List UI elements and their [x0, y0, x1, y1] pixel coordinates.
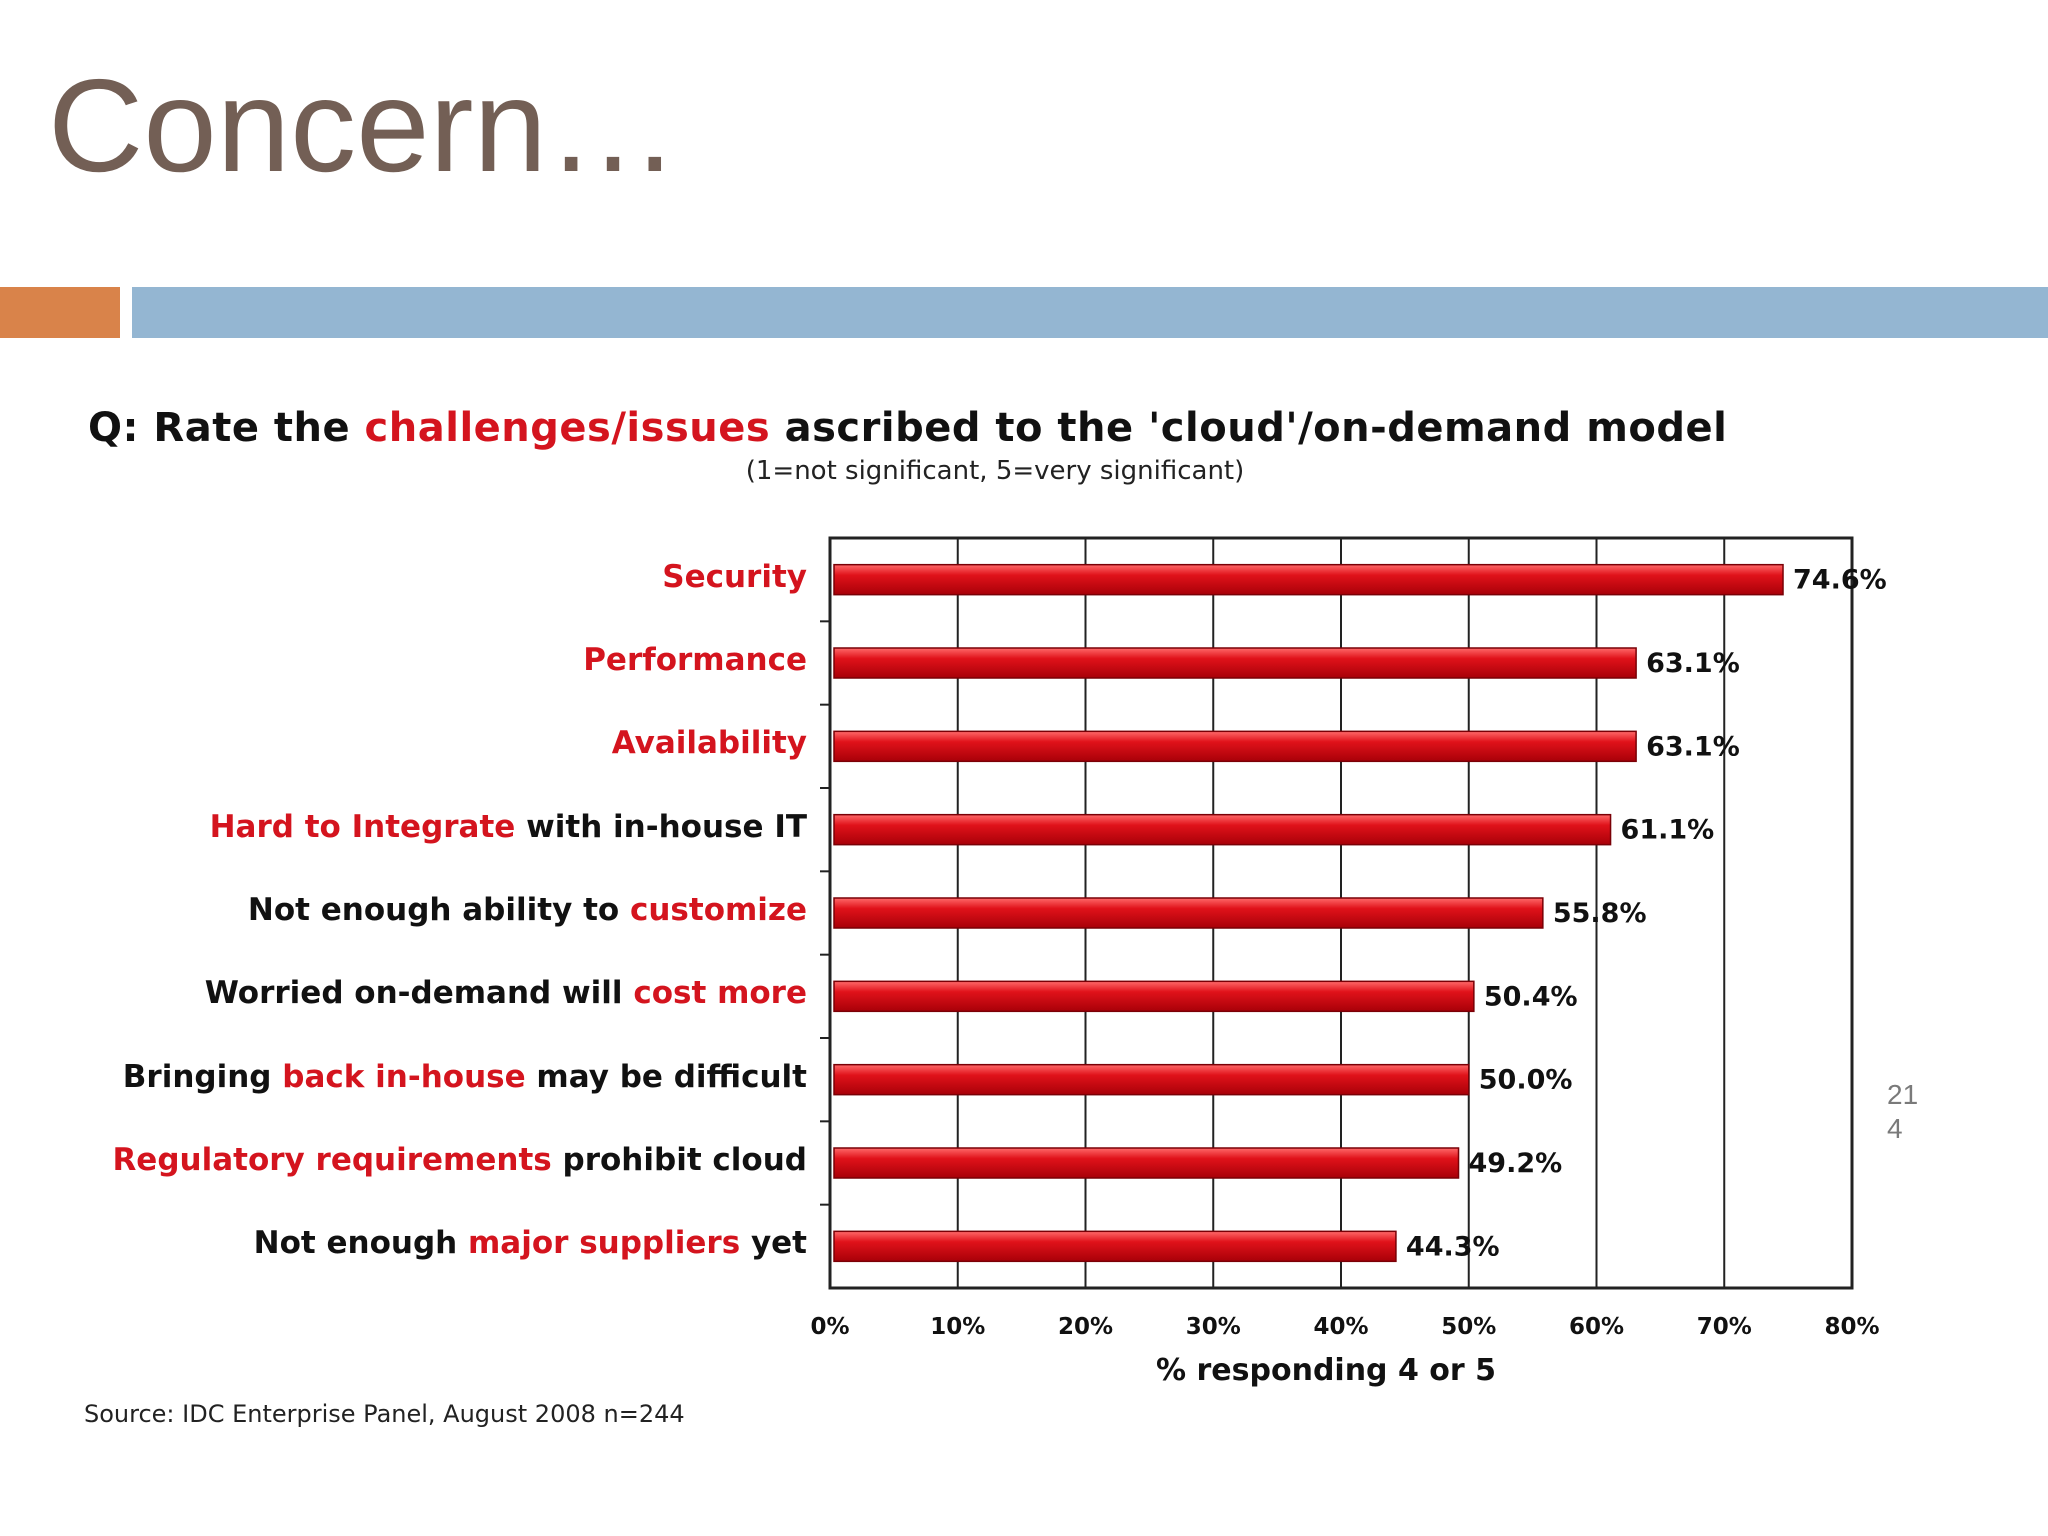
bar	[833, 980, 1475, 1013]
bar	[833, 1063, 1470, 1096]
category-label-highlight: Regulatory requirements	[112, 1142, 552, 1178]
category-label: Availability	[7, 728, 807, 759]
data-label: 63.1%	[1646, 648, 1740, 679]
x-tick-label: 20%	[1058, 1314, 1113, 1340]
data-label: 50.0%	[1479, 1065, 1573, 1096]
bar	[833, 647, 1637, 679]
category-label: Bringing back in-house may be difficult	[7, 1058, 807, 1095]
category-label-text: with in-house IT	[515, 808, 807, 845]
plot-frame	[828, 536, 1854, 1290]
x-tick-label: 40%	[1313, 1314, 1368, 1340]
bar	[833, 1147, 1460, 1179]
category-label-text: yet	[740, 1225, 807, 1262]
bar	[833, 813, 1612, 846]
chart-title-highlight: challenges/issues	[364, 405, 771, 451]
x-tick-label: 0%	[810, 1314, 849, 1340]
data-label: 63.1%	[1646, 731, 1740, 762]
x-tick-label: 70%	[1697, 1314, 1752, 1340]
category-label: Performance	[7, 645, 807, 676]
category-label: Not enough major suppliers yet	[7, 1228, 807, 1259]
x-tick-label: 10%	[930, 1314, 985, 1340]
x-tick-label: 80%	[1824, 1314, 1879, 1340]
category-label-highlight: Performance	[583, 642, 807, 678]
data-label: 74.6%	[1793, 565, 1887, 596]
page-number-line-2: 4	[1887, 1113, 1903, 1144]
category-label: Not enough ability to customize	[7, 895, 807, 926]
data-label: 50.4%	[1484, 981, 1578, 1012]
chart-title-part-3: ascribed to the 'cloud'/on-demand model	[770, 405, 1728, 451]
category-label-text: Not enough ability to	[247, 892, 630, 928]
category-label: Hard to Integrate with in-house IT	[7, 808, 807, 845]
category-label-text: Bringing	[122, 1058, 283, 1095]
category-label: Regulatory requirements prohibit cloud	[7, 1145, 807, 1176]
page-number-line-1: 21	[1887, 1079, 1919, 1110]
bar	[833, 563, 1784, 596]
chart-title: Q: Rate the challenges/issues ascribed t…	[88, 405, 1988, 451]
category-label-highlight: Hard to Integrate	[209, 808, 516, 845]
x-tick-label: 50%	[1441, 1314, 1496, 1340]
data-label: 44.3%	[1406, 1231, 1500, 1262]
data-label: 55.8%	[1553, 898, 1647, 929]
x-axis-title: % responding 4 or 5	[1156, 1353, 1497, 1388]
category-label-text: may be difficult	[525, 1058, 807, 1095]
chart-subtitle: (1=not significant, 5=very significant)	[745, 456, 1245, 486]
category-label-highlight: Availability	[611, 725, 807, 762]
category-label: Security	[7, 558, 807, 595]
bar	[833, 1230, 1397, 1263]
accent-bar-blue	[132, 287, 2048, 338]
category-label: Worried on-demand will cost more	[7, 978, 807, 1009]
category-label-highlight: cost more	[633, 975, 807, 1012]
category-label-highlight: customize	[629, 892, 807, 928]
slide-title: Concern…	[48, 52, 679, 199]
accent-bar-orange	[0, 287, 120, 338]
x-tick-label: 60%	[1569, 1314, 1624, 1340]
source-note: Source: IDC Enterprise Panel, August 200…	[84, 1400, 685, 1428]
category-label-text: prohibit cloud	[551, 1142, 807, 1178]
bar	[833, 897, 1544, 929]
page-number: 21 4	[1887, 1078, 1947, 1146]
category-label-highlight: major suppliers	[468, 1225, 741, 1262]
category-label-highlight: Security	[662, 558, 807, 595]
bar	[833, 730, 1637, 763]
category-label-text: Worried on-demand will	[204, 975, 634, 1012]
category-label-text: Not enough	[253, 1225, 468, 1262]
chart-title-part-1: Q: Rate the	[88, 405, 365, 451]
x-tick-label: 30%	[1186, 1314, 1241, 1340]
data-label: 49.2%	[1469, 1148, 1563, 1179]
data-label: 61.1%	[1621, 815, 1715, 846]
category-label-highlight: back in-house	[282, 1058, 526, 1095]
